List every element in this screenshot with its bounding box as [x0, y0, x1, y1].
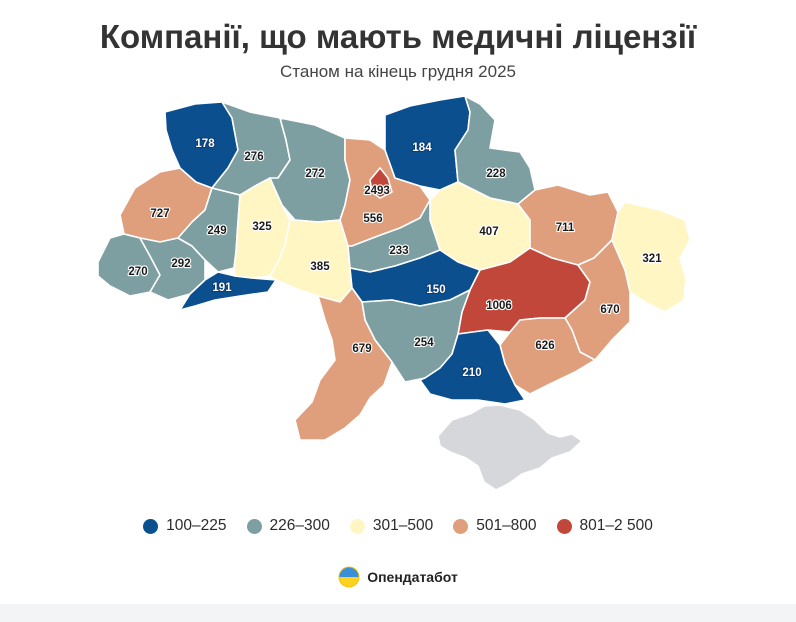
label-kyiv-oblast: 556: [363, 213, 382, 225]
label-dnipropetrovsk: 1006: [486, 300, 512, 312]
label-donetsk: 670: [600, 304, 619, 316]
legend-item: 301–500: [349, 517, 434, 535]
footer-strip: [0, 604, 796, 622]
label-odesa: 679: [352, 343, 371, 355]
label-kherson: 210: [462, 367, 481, 379]
label-ternopil: 249: [207, 225, 226, 237]
label-zakarpattia: 270: [128, 266, 147, 278]
color-legend: 100–225 226–300 301–500 501–800 801–2 50…: [0, 517, 796, 535]
legend-item: 501–800: [453, 517, 537, 535]
legend-item: 801–2 500: [556, 517, 653, 535]
legend-label: 301–500: [372, 517, 434, 534]
brand-name: Опендатабот: [367, 569, 458, 585]
label-poltava: 407: [479, 226, 498, 238]
legend-item: 100–225: [143, 517, 227, 535]
label-kharkiv: 711: [556, 222, 575, 234]
legend-item: 226–300: [246, 517, 330, 535]
opendatabot-logo-icon: [338, 566, 360, 588]
label-kyiv-city: 2493: [364, 185, 390, 197]
label-luhansk: 321: [642, 253, 662, 265]
label-sumy: 228: [486, 168, 506, 180]
region-kyiv-city: [369, 167, 393, 199]
label-rivne: 276: [244, 151, 263, 163]
legend-swatch: [556, 518, 572, 534]
legend-swatch: [349, 518, 365, 534]
region-donetsk: [564, 239, 631, 361]
region-odesa: [294, 287, 393, 441]
label-chernihiv: 184: [412, 142, 432, 154]
map-title: Компанії, що мають медичні ліцензії: [99, 18, 697, 55]
region-value-labels: 178 276 272 556 2493 184 228 727 249 325…: [127, 137, 663, 380]
label-lviv: 727: [150, 208, 169, 220]
legend-swatch: [246, 518, 262, 534]
label-cherkasy: 233: [389, 245, 408, 257]
legend-label: 100–225: [166, 517, 227, 534]
label-zaporizhzhia: 626: [535, 340, 554, 352]
label-volyn: 178: [195, 138, 215, 150]
map-subtitle: Станом на кінець грудня 2025: [280, 62, 516, 81]
region-kherson: [419, 329, 526, 405]
legend-swatch: [453, 518, 469, 534]
legend-label: 501–800: [476, 517, 537, 534]
label-chernivtsi: 191: [212, 282, 232, 294]
legend-label: 226–300: [269, 517, 330, 534]
ukraine-choropleth-map: 178 276 272 556 2493 184 228 727 249 325…: [97, 95, 691, 491]
legend-label: 801–2 500: [579, 517, 653, 534]
legend-swatch: [143, 518, 159, 534]
region-crimea: [437, 404, 583, 491]
label-ivano-frankivsk: 292: [171, 258, 190, 270]
brand[interactable]: Опендатабот: [0, 566, 796, 588]
label-vinnytsia: 385: [310, 261, 330, 273]
label-khmelnytskyi: 325: [252, 221, 272, 233]
region-chernivtsi: [179, 271, 277, 311]
label-mykolaiv: 254: [414, 337, 434, 349]
label-kirovohrad: 150: [426, 284, 445, 296]
label-zhytomyr: 272: [305, 168, 324, 180]
